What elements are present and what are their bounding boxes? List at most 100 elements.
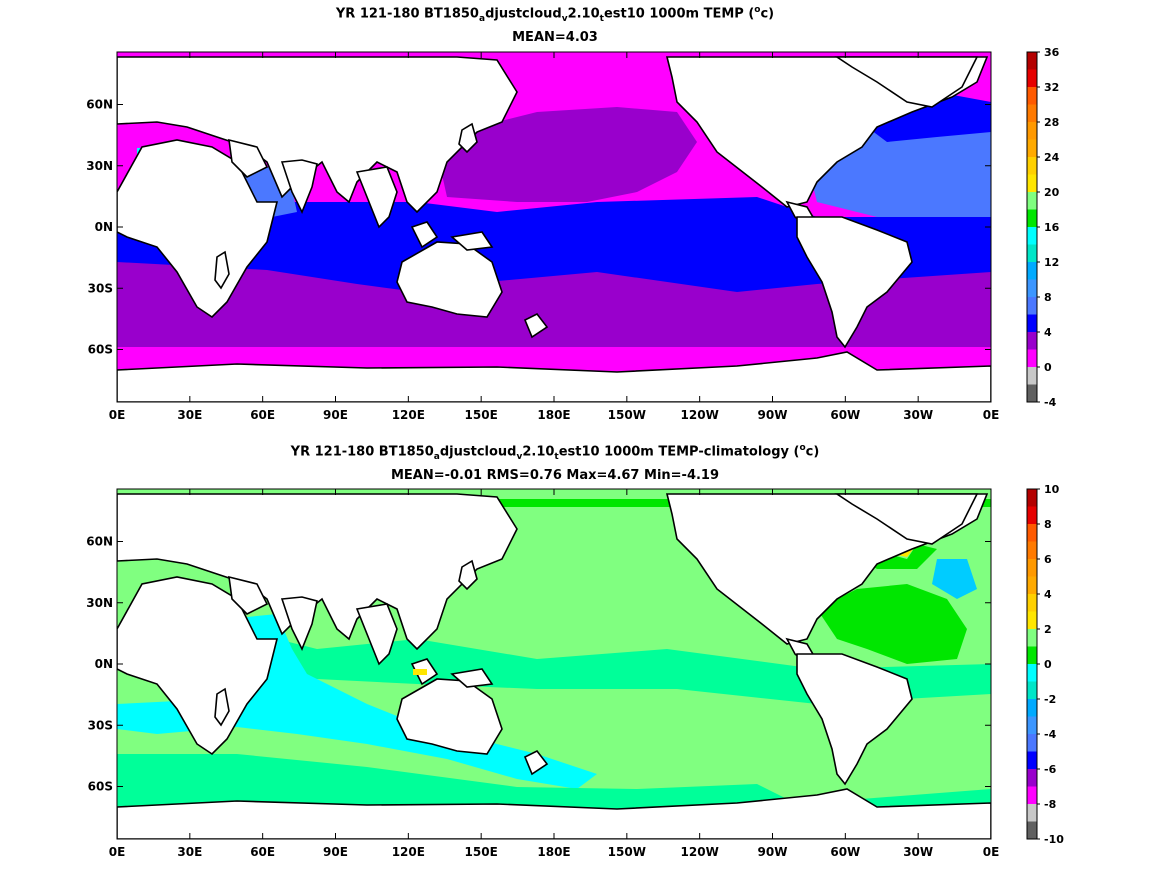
top-xtick-label: 120W xyxy=(681,408,719,422)
bottom-xtick-label: 120W xyxy=(681,845,719,859)
top-colorbar-swatch xyxy=(1027,122,1037,140)
bottom-colorbar: -10 -8 -6 -4 -2 0 2 4 6 8 10 xyxy=(1026,483,1064,846)
top-colorbar-swatch xyxy=(1027,332,1037,350)
bottom-colorbar-swatch xyxy=(1027,576,1037,594)
bottom-ytick-label: 60S xyxy=(88,780,113,794)
bottom-xtick-label: 0E xyxy=(983,845,1000,859)
top-north-pacific-purple xyxy=(437,107,697,202)
bottom-colorbar-label: 2 xyxy=(1044,623,1052,636)
top-colorbar-label: 12 xyxy=(1044,256,1059,269)
bottom-colorbar-label: 10 xyxy=(1044,483,1060,496)
top-colorbar: -4 0 4 8 12 16 20 24 28 32 36 xyxy=(1026,46,1060,409)
bottom-colorbar-label: -4 xyxy=(1044,728,1057,741)
bottom-axes: 0E 30E 60E 90E 120E 150E 180E 150W 120W 90W 60W 30W… xyxy=(86,489,999,859)
bottom-colorbar-swatch xyxy=(1027,594,1037,612)
bottom-xtick-label: 150W xyxy=(608,845,646,859)
top-colorbar-swatch xyxy=(1027,209,1037,227)
top-xtick-label: 60W xyxy=(830,408,860,422)
top-colorbar-swatch xyxy=(1027,87,1037,105)
bottom-ytick-label: 30N xyxy=(86,596,113,610)
top-colorbar-swatch xyxy=(1027,384,1037,402)
top-panel-stats: MEAN=4.03 xyxy=(512,30,598,45)
bottom-map xyxy=(117,489,991,839)
top-colorbar-swatch xyxy=(1027,69,1037,87)
bottom-colorbar-label: 8 xyxy=(1044,518,1052,531)
bottom-panel-stats: MEAN=-0.01 RMS=0.76 Max=4.67 Min=-4.19 xyxy=(390,468,720,483)
top-colorbar-swatch xyxy=(1027,349,1037,367)
bottom-xtick-label: 150E xyxy=(465,845,498,859)
bottom-xtick-label: 0E xyxy=(109,845,126,859)
bottom-colorbar-swatch xyxy=(1027,611,1037,629)
bottom-colorbar-swatch xyxy=(1027,786,1037,804)
bottom-ytick-label: 60N xyxy=(86,535,113,549)
top-xtick-label: 0E xyxy=(109,408,126,422)
bottom-xtick-label: 120E xyxy=(392,845,425,859)
top-xtick-label: 90W xyxy=(758,408,788,422)
bottom-colorbar-swatch xyxy=(1027,524,1037,542)
top-axes: 0E 30E 60E 90E 120E 150E 180E 150W 120W 90W 60W 30W… xyxy=(86,52,999,422)
top-map xyxy=(117,52,991,402)
bottom-colorbar-swatch xyxy=(1027,541,1037,559)
bottom-colorbar-swatch xyxy=(1027,804,1037,822)
top-colorbar-label: 16 xyxy=(1044,221,1060,234)
bottom-colorbar-swatch xyxy=(1027,734,1037,752)
top-xtick-label: 90E xyxy=(323,408,348,422)
top-ytick-label: 0N xyxy=(95,220,113,234)
top-xtick-label: 30E xyxy=(177,408,202,422)
top-colorbar-swatch xyxy=(1027,262,1037,280)
bottom-ytick-label: 0N xyxy=(95,657,113,671)
top-xtick-label: 0E xyxy=(983,408,1000,422)
top-colorbar-label: -4 xyxy=(1044,396,1057,409)
top-ytick-label: 30S xyxy=(88,281,113,295)
bottom-colorbar-swatch xyxy=(1027,699,1037,717)
bottom-xtick-label: 30W xyxy=(903,845,933,859)
bottom-colorbar-swatch xyxy=(1027,646,1037,664)
bottom-colorbar-swatch xyxy=(1027,769,1037,787)
top-panel-title: YR 121-180 BT1850adjustcloudv2.10test10 … xyxy=(335,5,775,24)
top-colorbar-label: 32 xyxy=(1044,81,1059,94)
bottom-panel-title: YR 121-180 BT1850adjustcloudv2.10test10 … xyxy=(290,443,820,462)
bottom-xtick-label: 90W xyxy=(758,845,788,859)
bottom-xtick-label: 30E xyxy=(177,845,202,859)
bottom-colorbar-label: -8 xyxy=(1044,798,1056,811)
top-xtick-label: 150W xyxy=(608,408,646,422)
bottom-colorbar-swatch xyxy=(1027,716,1037,734)
bottom-colorbar-swatch xyxy=(1027,751,1037,769)
bottom-xtick-label: 90E xyxy=(323,845,348,859)
top-xtick-label: 180E xyxy=(537,408,570,422)
top-colorbar-label: 20 xyxy=(1044,186,1060,199)
top-xtick-label: 60E xyxy=(250,408,275,422)
top-colorbar-label: 36 xyxy=(1044,46,1060,59)
top-colorbar-label: 4 xyxy=(1044,326,1052,339)
top-colorbar-label: 28 xyxy=(1044,116,1059,129)
bottom-colorbar-swatch xyxy=(1027,681,1037,699)
top-colorbar-swatch xyxy=(1027,157,1037,175)
top-colorbar-swatch xyxy=(1027,174,1037,192)
bottom-north-atlantic-anomaly xyxy=(817,584,967,664)
bottom-colorbar-label: -10 xyxy=(1044,833,1064,846)
top-xtick-label: 120E xyxy=(392,408,425,422)
top-colorbar-swatch xyxy=(1027,297,1037,315)
bottom-xtick-label: 60W xyxy=(830,845,860,859)
bottom-colorbar-label: 4 xyxy=(1044,588,1052,601)
top-colorbar-swatch xyxy=(1027,279,1037,297)
top-tropical-blue xyxy=(117,197,991,292)
bottom-colorbar-label: -6 xyxy=(1044,763,1057,776)
bottom-colorbar-swatch xyxy=(1027,629,1037,647)
bottom-colorbar-label: -2 xyxy=(1044,693,1056,706)
bottom-colorbar-label: 0 xyxy=(1044,658,1052,671)
top-colorbar-swatch xyxy=(1027,367,1037,385)
bottom-ytick-label: 30S xyxy=(88,718,113,732)
top-colorbar-swatch xyxy=(1027,314,1037,332)
bottom-colorbar-label: 6 xyxy=(1044,553,1052,566)
top-colorbar-label: 0 xyxy=(1044,361,1052,374)
top-colorbar-swatch xyxy=(1027,244,1037,262)
bottom-xtick-label: 60E xyxy=(250,845,275,859)
bottom-colorbar-swatch xyxy=(1027,559,1037,577)
top-colorbar-swatch xyxy=(1027,139,1037,157)
top-xtick-label: 30W xyxy=(903,408,933,422)
top-colorbar-swatch xyxy=(1027,227,1037,245)
bottom-colorbar-swatch xyxy=(1027,489,1037,507)
top-ytick-label: 60N xyxy=(86,98,113,112)
